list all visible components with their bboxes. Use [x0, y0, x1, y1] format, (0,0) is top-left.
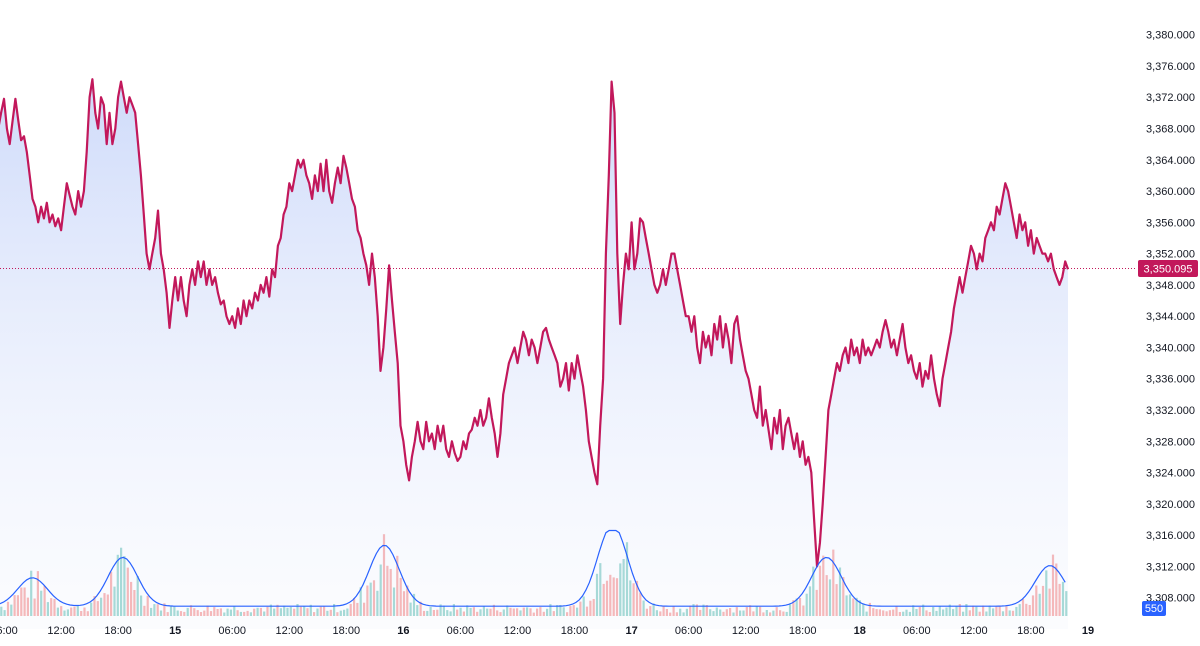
x-tick-label: 18:00: [561, 625, 589, 637]
price-area-fill: [0, 79, 1068, 629]
y-tick-label: 3,364.000: [1146, 155, 1195, 167]
y-tick-label: 3,340.000: [1146, 343, 1195, 355]
price-line: [0, 78, 1070, 568]
y-tick-label: 3,348.000: [1146, 280, 1195, 292]
y-tick-label: 3,376.000: [1146, 61, 1195, 73]
y-tick-label: 3,380.000: [1146, 30, 1195, 42]
y-tick-label: 3,356.000: [1146, 217, 1195, 229]
x-tick-label: 06:00: [675, 625, 703, 637]
price-axis[interactable]: 3,380.000 3,376.000 3,372.000 3,368.000 3,36…: [1146, 30, 1195, 605]
x-tick-label: 18: [854, 625, 866, 637]
y-tick-label: 3,316.000: [1146, 530, 1195, 542]
time-axis[interactable]: 06:00 12:00 18:00 15 06:00 12:00 18:00 16 06:00 1…: [0, 625, 1094, 637]
last-price-label: 3,350.095: [1144, 264, 1193, 276]
volume-badge: 550: [1142, 601, 1166, 616]
y-tick-label: 3,312.000: [1146, 561, 1195, 573]
x-tick-label: 12:00: [47, 625, 75, 637]
x-tick-label: 06:00: [447, 625, 475, 637]
y-tick-label: 3,336.000: [1146, 374, 1195, 386]
y-tick-label: 3,328.000: [1146, 436, 1195, 448]
x-tick-label: 12:00: [276, 625, 304, 637]
x-tick-label: 18:00: [789, 625, 817, 637]
x-tick-label: 15: [169, 625, 181, 637]
x-tick-label: 12:00: [504, 625, 532, 637]
x-tick-label: 12:00: [960, 625, 988, 637]
x-tick-label: 18:00: [1017, 625, 1045, 637]
x-tick-label: 18:00: [333, 625, 361, 637]
y-tick-label: 3,360.000: [1146, 186, 1195, 198]
x-tick-label: 12:00: [732, 625, 760, 637]
y-tick-label: 3,352.000: [1146, 249, 1195, 261]
x-tick-label: 06:00: [218, 625, 246, 637]
x-tick-label: 16: [397, 625, 409, 637]
y-tick-label: 3,320.000: [1146, 499, 1195, 511]
last-price-badge: 3,350.095: [1138, 260, 1198, 277]
x-tick-label: 17: [625, 625, 637, 637]
volume-label: 550: [1145, 603, 1163, 615]
y-tick-label: 3,324.000: [1146, 468, 1195, 480]
y-tick-label: 3,344.000: [1146, 311, 1195, 323]
volume-moving-average: [0, 529, 1066, 607]
x-tick-label: 06:00: [903, 625, 931, 637]
x-tick-label: 06:00: [0, 625, 18, 637]
x-tick-label: 19: [1082, 625, 1094, 637]
y-tick-label: 3,372.000: [1146, 92, 1195, 104]
y-tick-label: 3,368.000: [1146, 124, 1195, 136]
y-tick-label: 3,332.000: [1146, 405, 1195, 417]
x-tick-label: 18:00: [104, 625, 132, 637]
